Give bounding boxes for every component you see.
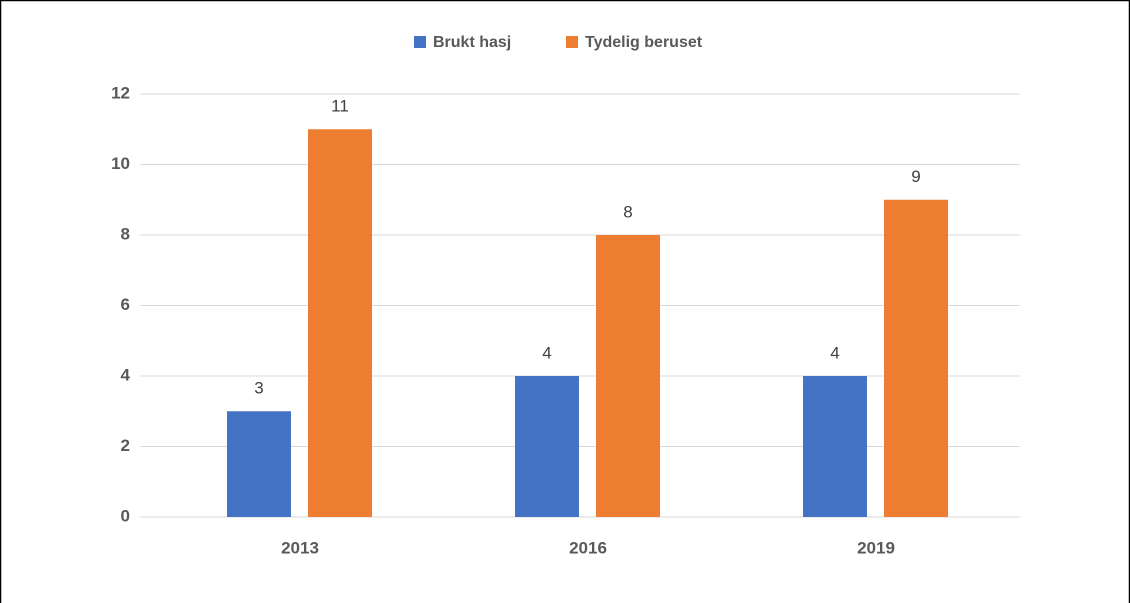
data-label: 4 (830, 343, 839, 362)
bar (227, 411, 291, 517)
x-tick-label: 2019 (857, 538, 895, 557)
x-tick-label: 2013 (281, 538, 319, 557)
legend-swatch (566, 36, 578, 48)
y-tick-label: 12 (111, 83, 130, 102)
x-tick-label: 2016 (569, 538, 607, 557)
data-label: 11 (331, 97, 349, 116)
bar (884, 199, 948, 517)
legend-swatch (414, 36, 426, 48)
y-tick-label: 10 (111, 154, 130, 173)
data-label: 8 (623, 202, 632, 221)
data-label: 3 (254, 379, 263, 398)
y-tick-label: 4 (121, 365, 131, 384)
legend-label: Tydelig beruset (585, 34, 703, 51)
data-label: 4 (542, 343, 551, 362)
y-tick-label: 8 (121, 224, 130, 243)
legend-label: Brukt hasj (433, 34, 511, 51)
bar (308, 129, 372, 517)
y-tick-label: 2 (121, 436, 130, 455)
bar (803, 376, 867, 517)
data-label: 9 (911, 167, 920, 186)
y-tick-label: 6 (121, 295, 130, 314)
bar (596, 235, 660, 517)
y-tick-label: 0 (121, 506, 130, 525)
bar (515, 376, 579, 517)
